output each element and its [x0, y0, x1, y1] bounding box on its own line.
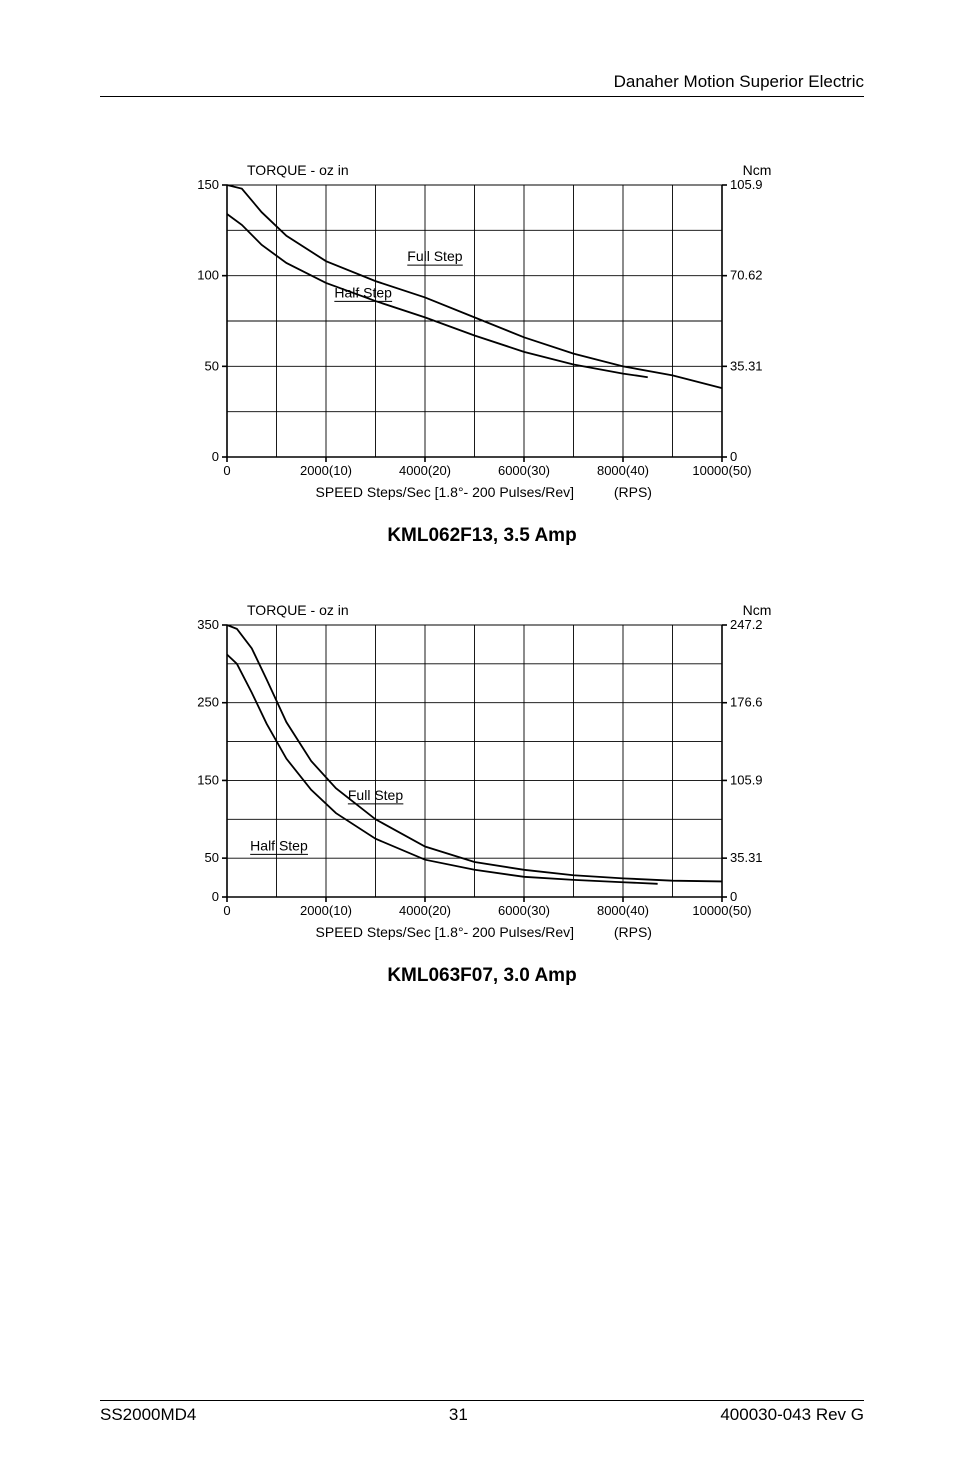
svg-text:105.9: 105.9 [730, 177, 763, 192]
svg-text:0: 0 [730, 889, 737, 904]
svg-text:70.62: 70.62 [730, 268, 763, 283]
svg-text:0: 0 [212, 449, 219, 464]
svg-text:350: 350 [197, 617, 219, 632]
svg-text:2000(10): 2000(10) [300, 463, 352, 478]
svg-text:10000(50): 10000(50) [692, 903, 751, 918]
svg-text:50: 50 [205, 358, 219, 373]
svg-text:50: 50 [205, 850, 219, 865]
svg-text:Ncm: Ncm [743, 602, 772, 618]
svg-text:2000(10): 2000(10) [300, 903, 352, 918]
svg-text:35.31: 35.31 [730, 850, 763, 865]
chart2-svg: 0 50 150 250 350 0 35.31 105.9 176.6 247.2 0 2000(1… [172, 597, 792, 957]
chart1-svg: 0 50 100 150 0 35.31 70.62 105.9 0 2000(10) 4000(2… [172, 157, 792, 517]
page-footer: SS2000MD4 31 400030-043 Rev G [100, 1400, 864, 1425]
svg-text:100: 100 [197, 268, 219, 283]
footer-left: SS2000MD4 [100, 1405, 196, 1425]
chart-kml063f07: 0 50 150 250 350 0 35.31 105.9 176.6 247.2 0 2000(1… [172, 597, 792, 987]
svg-text:0: 0 [212, 889, 219, 904]
svg-text:TORQUE - oz in: TORQUE - oz in [247, 602, 349, 618]
svg-text:SPEED Steps/Sec [1.8°- 200 Pul: SPEED Steps/Sec [1.8°- 200 Pulses/Rev] [316, 924, 575, 940]
svg-text:35.31: 35.31 [730, 358, 763, 373]
svg-text:4000(20): 4000(20) [399, 463, 451, 478]
footer-right: 400030-043 Rev G [720, 1405, 864, 1425]
svg-text:0: 0 [223, 903, 230, 918]
page-header: Danaher Motion Superior Electric [100, 72, 864, 97]
svg-text:SPEED Steps/Sec [1.8°- 200 Pul: SPEED Steps/Sec [1.8°- 200 Pulses/Rev] [316, 484, 575, 500]
svg-text:8000(40): 8000(40) [597, 463, 649, 478]
svg-text:10000(50): 10000(50) [692, 463, 751, 478]
svg-text:Half Step: Half Step [334, 284, 392, 300]
svg-text:4000(20): 4000(20) [399, 903, 451, 918]
svg-text:Full Step: Full Step [348, 787, 403, 803]
svg-text:6000(30): 6000(30) [498, 463, 550, 478]
svg-text:250: 250 [197, 695, 219, 710]
svg-text:Ncm: Ncm [743, 162, 772, 178]
svg-text:0: 0 [223, 463, 230, 478]
svg-text:(RPS): (RPS) [614, 924, 652, 940]
header-company: Danaher Motion Superior Electric [100, 72, 864, 92]
svg-text:6000(30): 6000(30) [498, 903, 550, 918]
svg-text:105.9: 105.9 [730, 772, 763, 787]
chart2-caption: KML063F07, 3.0 Amp [172, 965, 792, 987]
svg-text:150: 150 [197, 772, 219, 787]
svg-text:Half Step: Half Step [250, 837, 308, 853]
svg-text:8000(40): 8000(40) [597, 903, 649, 918]
svg-text:150: 150 [197, 177, 219, 192]
footer-center: 31 [449, 1405, 468, 1425]
svg-text:TORQUE - oz in: TORQUE - oz in [247, 162, 349, 178]
svg-text:Full Step: Full Step [407, 248, 462, 264]
chart1-caption: KML062F13, 3.5 Amp [172, 525, 792, 547]
svg-text:176.6: 176.6 [730, 695, 763, 710]
svg-text:(RPS): (RPS) [614, 484, 652, 500]
chart-kml062f13: 0 50 100 150 0 35.31 70.62 105.9 0 2000(10) 4000(2… [172, 157, 792, 547]
svg-text:0: 0 [730, 449, 737, 464]
svg-text:247.2: 247.2 [730, 617, 763, 632]
